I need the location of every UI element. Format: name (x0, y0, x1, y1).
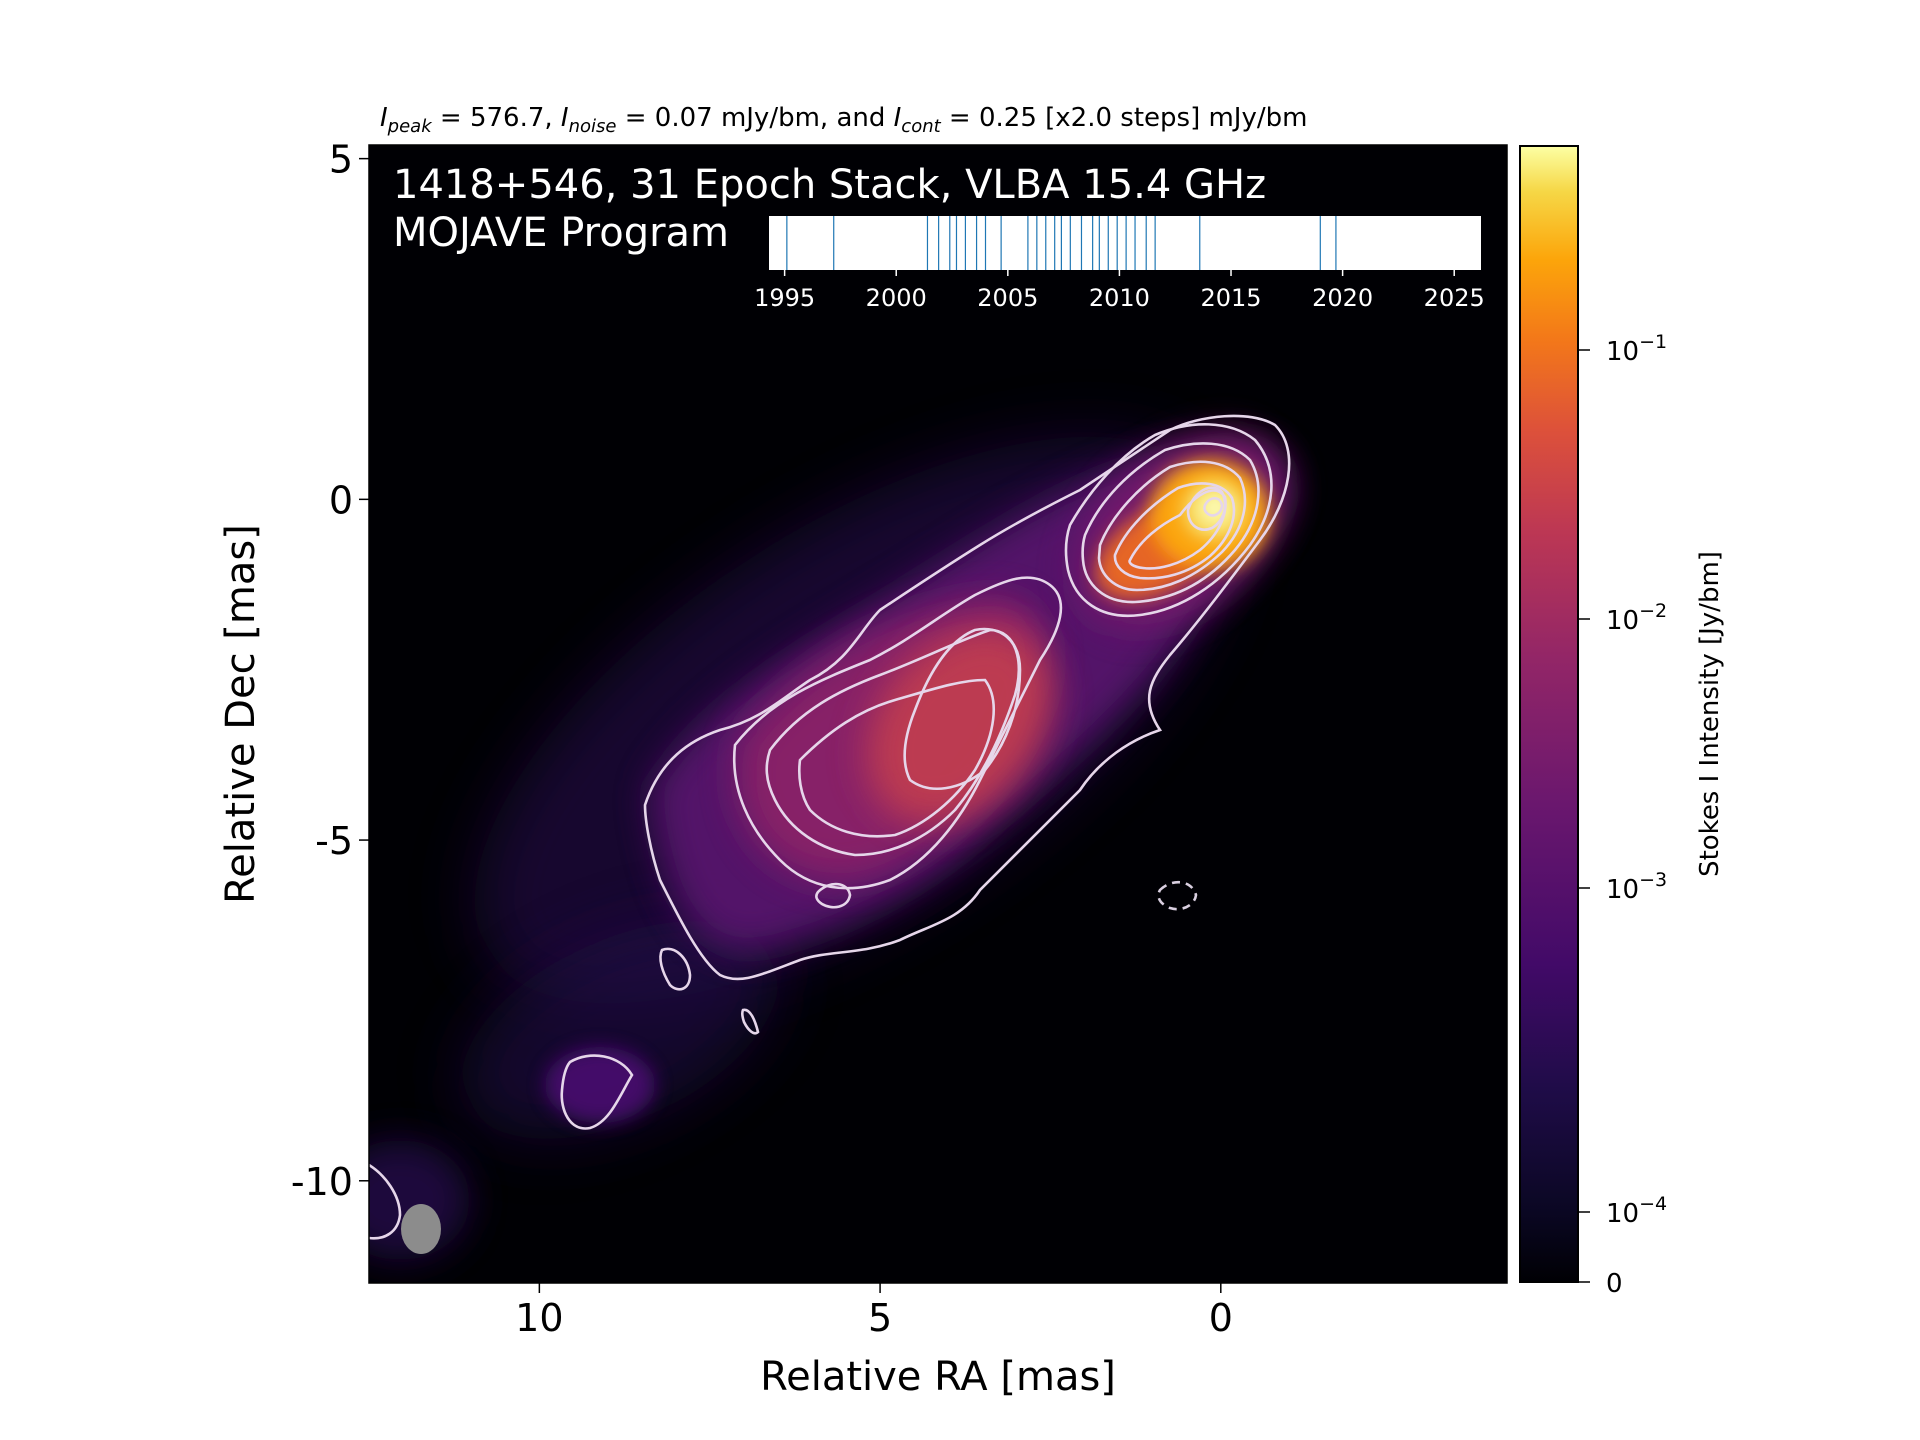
epoch-tick-label: 1995 (754, 284, 815, 312)
contour-level-5 (903, 627, 1022, 791)
colorbar: 10−1 10−2 10−3 10−4 0 Stokes I Intensity [Jy… (1519, 145, 1725, 1299)
y-tick-label: 0 (329, 478, 353, 522)
epoch-timeline-box (769, 216, 1481, 270)
plot-title-line2: MOJAVE Program (393, 210, 729, 256)
contour-level-3 (765, 628, 1021, 857)
y-tick-label: 5 (329, 138, 353, 182)
y-axis-label: Relative Dec [mas] (218, 524, 264, 904)
contour-level-2 (732, 576, 1063, 890)
colorbar-tick-label: 10−2 (1606, 600, 1667, 636)
plot-frame (368, 144, 1508, 1284)
contour-level-9 (1113, 482, 1236, 580)
colorbar-tick-label: 10−1 (1606, 331, 1667, 367)
epoch-axis-ticks: 1995 2000 2005 2010 2015 2020 2025 (754, 270, 1485, 312)
contour-level-12 (1203, 496, 1224, 517)
epoch-tick-label: 2000 (866, 284, 927, 312)
image-panel: 1418+546, 31 Epoch Stack, VLBA 15.4 GHz … (291, 138, 1508, 1340)
contour-level-11 (1186, 486, 1227, 531)
epoch-timeline-inset: 1995 2000 2005 2010 2015 2020 2025 (754, 216, 1485, 312)
x-tick-label: 5 (868, 1296, 892, 1340)
contour-edge-1 (369, 1163, 402, 1240)
colorbar-gradient (1519, 145, 1579, 1283)
contour-level-8 (1097, 460, 1247, 592)
contour-knot-4 (560, 1054, 634, 1130)
y-axis-ticks: 5 0 -5 -10 (291, 138, 369, 1204)
epoch-tick-label: 2005 (977, 284, 1038, 312)
header-stats: Ipeak = 576.7, Inoise = 0.07 mJy/bm, and… (380, 103, 1307, 137)
beam-ellipse (401, 1204, 441, 1254)
x-axis-label: Relative RA [mas] (760, 1354, 1116, 1400)
contour-level-4 (798, 678, 995, 838)
contour-knot-2 (659, 947, 692, 991)
epoch-tick-label: 2020 (1312, 284, 1373, 312)
colorbar-tick-label: 10−3 (1606, 869, 1667, 905)
y-tick-label: -10 (291, 1160, 353, 1204)
epoch-tick-label: 2015 (1200, 284, 1261, 312)
contours (369, 414, 1291, 1240)
contour-knot-3 (741, 1008, 760, 1035)
contour-level-1 (643, 414, 1291, 981)
contour-knot-1 (815, 882, 852, 909)
colorbar-label: Stokes I Intensity [Jy/bm] (1695, 551, 1725, 877)
plot-title-line1: 1418+546, 31 Epoch Stack, VLBA 15.4 GHz (393, 162, 1266, 208)
x-tick-label: 0 (1209, 1296, 1233, 1340)
x-axis-ticks: 10 5 0 (515, 1283, 1233, 1340)
colorbar-tick-label: 10−4 (1606, 1193, 1667, 1229)
colorbar-tick-label: 0 (1606, 1269, 1623, 1299)
contour-negative (1157, 881, 1198, 911)
epoch-tick-label: 2025 (1424, 284, 1485, 312)
y-tick-label: -5 (315, 819, 353, 863)
contour-level-6 (1064, 423, 1273, 618)
epoch-tick-label: 2010 (1089, 284, 1150, 312)
contour-level-7 (1081, 442, 1260, 604)
x-tick-label: 10 (515, 1296, 563, 1340)
epoch-lines (786, 216, 1337, 270)
colorbar-ticks: 10−1 10−2 10−3 10−4 0 (1578, 331, 1667, 1299)
